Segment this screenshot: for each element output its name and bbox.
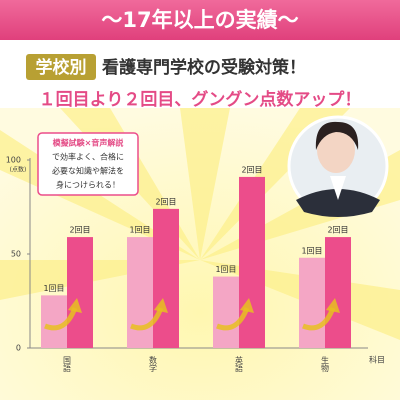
badge: 学校別: [36, 57, 87, 78]
x-tick-label: 英語: [235, 355, 244, 373]
title: 〜17年以上の実績〜: [101, 8, 298, 32]
arrow: [302, 307, 336, 331]
arrow-head: [68, 298, 82, 313]
headline: １回目より２回目、グングン点数アップ！: [39, 89, 362, 110]
value-label: 2回目: [155, 197, 176, 206]
subtitle: 看護専門学校の受験対策！: [101, 57, 306, 78]
bar: [213, 276, 239, 348]
x-tick-label: 国語: [63, 356, 72, 373]
value-label: 2回目: [327, 226, 348, 235]
y-tick-label: 0: [16, 344, 21, 353]
value-label: 1回目: [215, 265, 236, 274]
photo: [287, 115, 389, 217]
callout-line: で効率よく、合格に: [52, 152, 124, 162]
arrow: [216, 307, 250, 331]
arrow-head: [326, 298, 340, 313]
value-label: 1回目: [43, 284, 64, 293]
arrow: [130, 307, 164, 331]
value-label: 2回目: [69, 226, 90, 235]
value-label: 1回目: [129, 226, 150, 235]
x-tick-label: 数学: [149, 355, 158, 372]
callout-heading: 模擬試験×音声解説: [53, 138, 124, 148]
y-tick-label: 50: [11, 250, 21, 259]
value-label: 1回目: [301, 246, 322, 255]
y-unit: (点数): [10, 166, 27, 174]
bar: [67, 237, 93, 348]
bar: [41, 295, 67, 348]
x-tick-label: 生物: [321, 355, 330, 373]
bar: [127, 237, 153, 348]
badge-box: [26, 54, 96, 80]
title-band: [0, 0, 400, 40]
bar: [299, 257, 325, 348]
bar: [153, 208, 179, 348]
value-label: 2回目: [241, 165, 262, 174]
bar: [325, 237, 351, 348]
callout-line: 必要な知識や解法を: [52, 166, 124, 176]
bar: [239, 176, 265, 348]
y-tick-label: 100: [6, 156, 21, 165]
arrow-head: [154, 298, 168, 313]
arrow-head: [240, 298, 254, 313]
callout-line: 身につけられる！: [56, 180, 120, 190]
callout: 模擬試験×音声解説 で効率よく、合格に 必要な知識や解法を 身につけられる！: [37, 132, 139, 196]
arrow: [44, 307, 78, 331]
x-label: 科目: [369, 355, 385, 365]
